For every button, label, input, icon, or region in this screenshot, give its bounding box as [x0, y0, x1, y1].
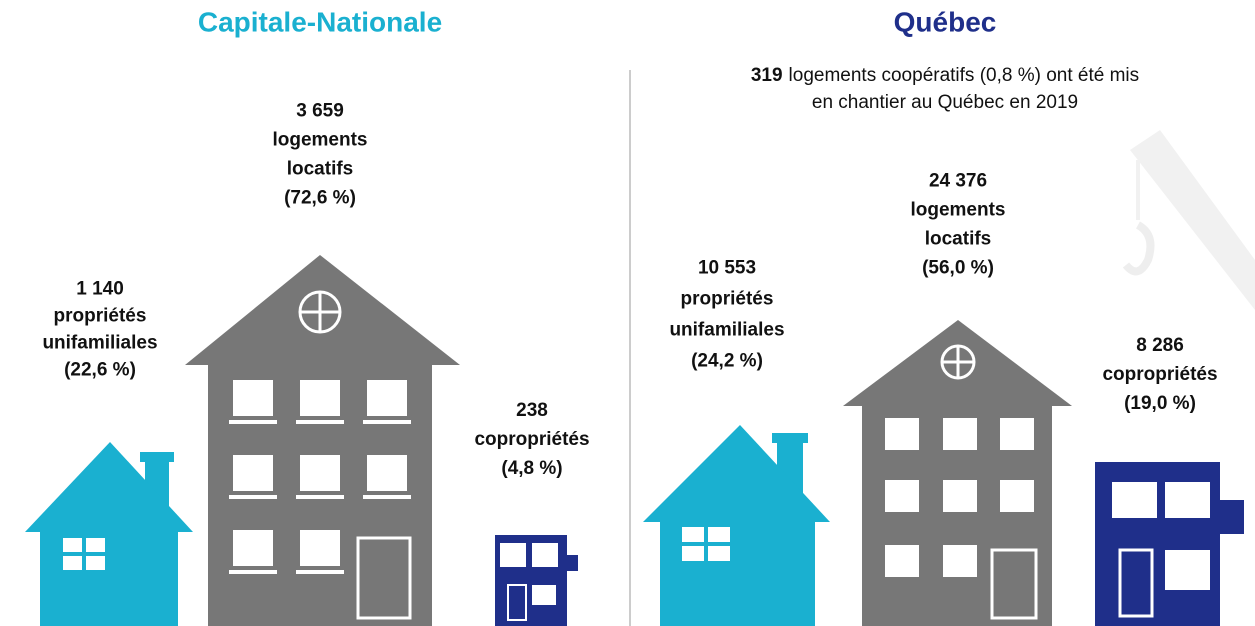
callout-text: propriétés — [54, 306, 147, 327]
callout-text: unifamiliales — [42, 333, 157, 354]
callout-text: logements — [272, 130, 367, 151]
condo — [1095, 462, 1244, 626]
panel-title: Capitale-Nationale — [198, 6, 442, 37]
callout-text: 10 553 — [698, 258, 756, 279]
house — [643, 425, 830, 626]
callout-text: propriétés — [681, 289, 774, 310]
callout-text: 238 — [516, 400, 548, 421]
crane — [1126, 130, 1255, 310]
note-line: 319 logements coopératifs (0,8 %) ont été… — [751, 65, 1139, 86]
callout-text: 8 286 — [1136, 335, 1184, 356]
callout-text: locatifs — [287, 159, 354, 180]
callout-text: unifamiliales — [669, 320, 784, 341]
callout-text: (22,6 %) — [64, 360, 136, 381]
note-line: en chantier au Québec en 2019 — [812, 92, 1078, 113]
callout-text: logements — [910, 200, 1005, 221]
condo — [495, 535, 578, 626]
apartment — [843, 320, 1072, 626]
callout-text: (24,2 %) — [691, 351, 763, 372]
callout-text: 24 376 — [929, 171, 987, 192]
callout-text: (4,8 %) — [501, 458, 562, 479]
callout-text: 1 140 — [76, 279, 124, 300]
callout-text: (72,6 %) — [284, 188, 356, 209]
note-number: 319 — [751, 65, 783, 86]
callout-text: (56,0 %) — [922, 258, 994, 279]
apartment — [185, 255, 460, 626]
callout-text: copropriétés — [474, 429, 589, 450]
callout-text: (19,0 %) — [1124, 393, 1196, 414]
callout-text: locatifs — [925, 229, 992, 250]
panel-title: Québec — [894, 6, 997, 37]
note-text: logements coopératifs (0,8 %) ont été mi… — [789, 65, 1140, 86]
callout-text: 3 659 — [296, 101, 344, 122]
house — [25, 442, 193, 626]
infographic: Capitale-Nationale Québec 319 logements c… — [0, 0, 1255, 626]
callout-text: copropriétés — [1102, 364, 1217, 385]
